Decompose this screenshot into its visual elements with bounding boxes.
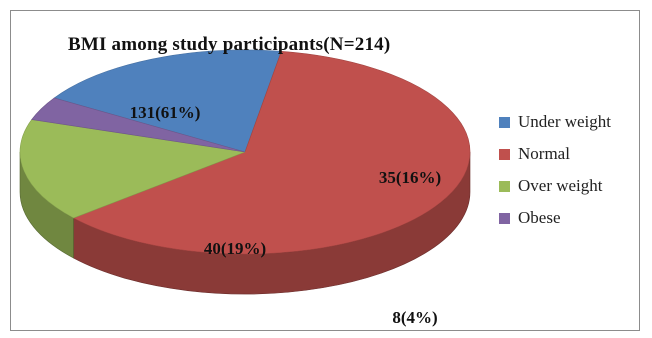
legend-label-over-weight: Over weight: [518, 174, 603, 198]
legend-swatch-under-weight: [499, 117, 510, 128]
legend-label-under-weight: Under weight: [518, 110, 611, 134]
legend-swatch-obese: [499, 213, 510, 224]
legend-label-obese: Obese: [518, 206, 560, 230]
legend-label-normal: Normal: [518, 142, 570, 166]
chart-title: BMI among study participants(N=214): [68, 34, 390, 56]
legend-swatch-normal: [499, 149, 510, 160]
legend-swatch-over-weight: [499, 181, 510, 192]
data-label-normal: 131(61%): [130, 103, 201, 122]
data-label-under-weight: 40(19%): [204, 239, 266, 258]
data-label-over-weight: 35(16%): [379, 168, 441, 187]
data-label-obese: 8(4%): [392, 308, 437, 327]
